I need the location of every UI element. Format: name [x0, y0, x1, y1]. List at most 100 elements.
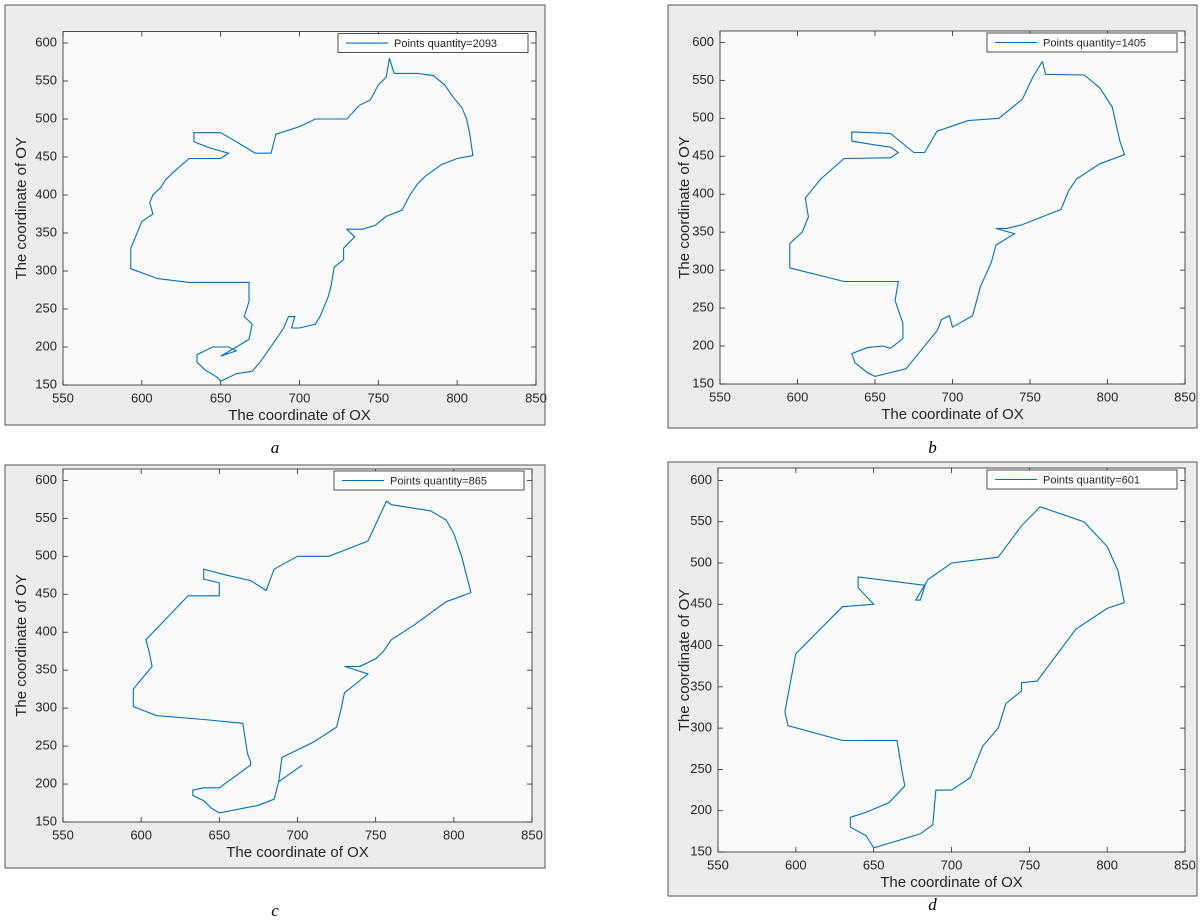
y-tick-label: 450 — [35, 586, 57, 601]
y-tick-label: 250 — [692, 300, 714, 315]
caption: b — [928, 438, 937, 457]
plot-area — [63, 31, 536, 385]
y-tick-label: 200 — [35, 338, 57, 353]
plot-area — [718, 468, 1185, 852]
x-tick-label: 650 — [210, 390, 232, 405]
y-tick-label: 600 — [35, 34, 57, 49]
y-axis-label: The coordinate of OY — [13, 137, 30, 280]
caption: a — [271, 438, 280, 457]
x-tick-label: 550 — [52, 827, 74, 842]
x-tick-label: 700 — [942, 389, 964, 404]
axes-box — [62, 468, 533, 823]
x-axis-label: The coordinate of OX — [228, 407, 371, 424]
y-tick-label: 150 — [690, 843, 712, 858]
x-tick-label: 600 — [787, 389, 809, 404]
x-tick-label: 750 — [365, 827, 387, 842]
x-tick-label: 850 — [525, 390, 547, 405]
legend-box — [986, 32, 1178, 53]
x-tick-label: 700 — [287, 827, 309, 842]
y-tick-label: 600 — [35, 472, 57, 487]
caption: d — [928, 895, 937, 914]
y-tick-label: 150 — [35, 376, 57, 391]
legend-box — [986, 469, 1178, 490]
legend-box — [333, 470, 525, 491]
caption: c — [271, 901, 279, 920]
y-tick-label: 450 — [690, 596, 712, 611]
x-tick-label: 600 — [785, 857, 807, 872]
y-tick-label: 550 — [690, 513, 712, 528]
y-tick-label: 450 — [692, 148, 714, 163]
x-axis-label: The coordinate of OX — [881, 406, 1024, 423]
y-tick-label: 600 — [692, 34, 714, 49]
x-tick-label: 800 — [1097, 389, 1119, 404]
y-tick-label: 150 — [35, 813, 57, 828]
y-tick-label: 400 — [692, 186, 714, 201]
legend-label: Points quantity=1405 — [1043, 37, 1146, 49]
y-tick-label: 350 — [35, 662, 57, 677]
legend-label: Points quantity=601 — [1043, 474, 1140, 486]
plot-area — [63, 469, 532, 822]
x-tick-label: 800 — [443, 827, 465, 842]
x-tick-label: 850 — [521, 827, 543, 842]
y-tick-label: 550 — [692, 72, 714, 87]
y-tick-label: 350 — [35, 224, 57, 239]
y-tick-label: 450 — [35, 148, 57, 163]
y-tick-label: 250 — [35, 300, 57, 315]
x-tick-label: 800 — [1096, 857, 1118, 872]
y-tick-label: 500 — [35, 548, 57, 563]
x-axis-label: The coordinate of OX — [226, 844, 369, 861]
legend-label: Points quantity=865 — [390, 475, 487, 487]
axes-box — [719, 30, 1186, 385]
x-tick-label: 550 — [52, 390, 74, 405]
x-tick-label: 600 — [130, 827, 152, 842]
x-tick-label: 850 — [1174, 389, 1196, 404]
y-tick-label: 200 — [35, 775, 57, 790]
x-tick-label: 650 — [208, 827, 230, 842]
y-tick-label: 200 — [692, 337, 714, 352]
x-tick-label: 750 — [367, 390, 389, 405]
axes-box — [717, 467, 1186, 853]
y-tick-label: 550 — [35, 72, 57, 87]
data-line — [132, 500, 472, 814]
y-tick-label: 550 — [35, 510, 57, 525]
y-tick-label: 250 — [690, 761, 712, 776]
y-tick-label: 350 — [692, 224, 714, 239]
x-tick-label: 750 — [1019, 389, 1041, 404]
y-tick-label: 500 — [35, 110, 57, 125]
y-tick-label: 500 — [692, 110, 714, 125]
x-tick-label: 750 — [1018, 857, 1040, 872]
y-tick-label: 150 — [692, 375, 714, 390]
x-tick-label: 550 — [707, 857, 729, 872]
y-tick-label: 600 — [690, 472, 712, 487]
x-tick-label: 600 — [131, 390, 153, 405]
y-axis-label: The coordinate of OY — [13, 574, 30, 717]
plot-area — [720, 31, 1185, 384]
y-tick-label: 400 — [690, 637, 712, 652]
x-tick-label: 650 — [864, 389, 886, 404]
y-axis-label: The coordinate of OY — [676, 589, 693, 732]
y-tick-label: 300 — [35, 262, 57, 277]
y-tick-label: 400 — [35, 624, 57, 639]
y-axis-label: The coordinate of OY — [676, 136, 693, 279]
x-tick-label: 800 — [446, 390, 468, 405]
x-axis-label: The coordinate of OX — [880, 874, 1023, 891]
x-tick-label: 700 — [289, 390, 311, 405]
y-tick-label: 350 — [690, 678, 712, 693]
legend-label: Points quantity=2093 — [394, 38, 497, 50]
y-tick-label: 250 — [35, 738, 57, 753]
x-tick-label: 850 — [1174, 857, 1196, 872]
x-tick-label: 650 — [863, 857, 885, 872]
y-tick-label: 300 — [35, 700, 57, 715]
x-tick-label: 700 — [941, 857, 963, 872]
y-tick-label: 200 — [690, 802, 712, 817]
y-tick-label: 500 — [690, 554, 712, 569]
data-line — [789, 61, 1126, 377]
axes-box — [62, 31, 537, 386]
y-tick-label: 300 — [692, 262, 714, 277]
data-line — [784, 506, 1125, 849]
y-tick-label: 400 — [35, 186, 57, 201]
x-tick-label: 550 — [709, 389, 731, 404]
y-tick-label: 300 — [690, 720, 712, 735]
data-line — [130, 58, 474, 382]
